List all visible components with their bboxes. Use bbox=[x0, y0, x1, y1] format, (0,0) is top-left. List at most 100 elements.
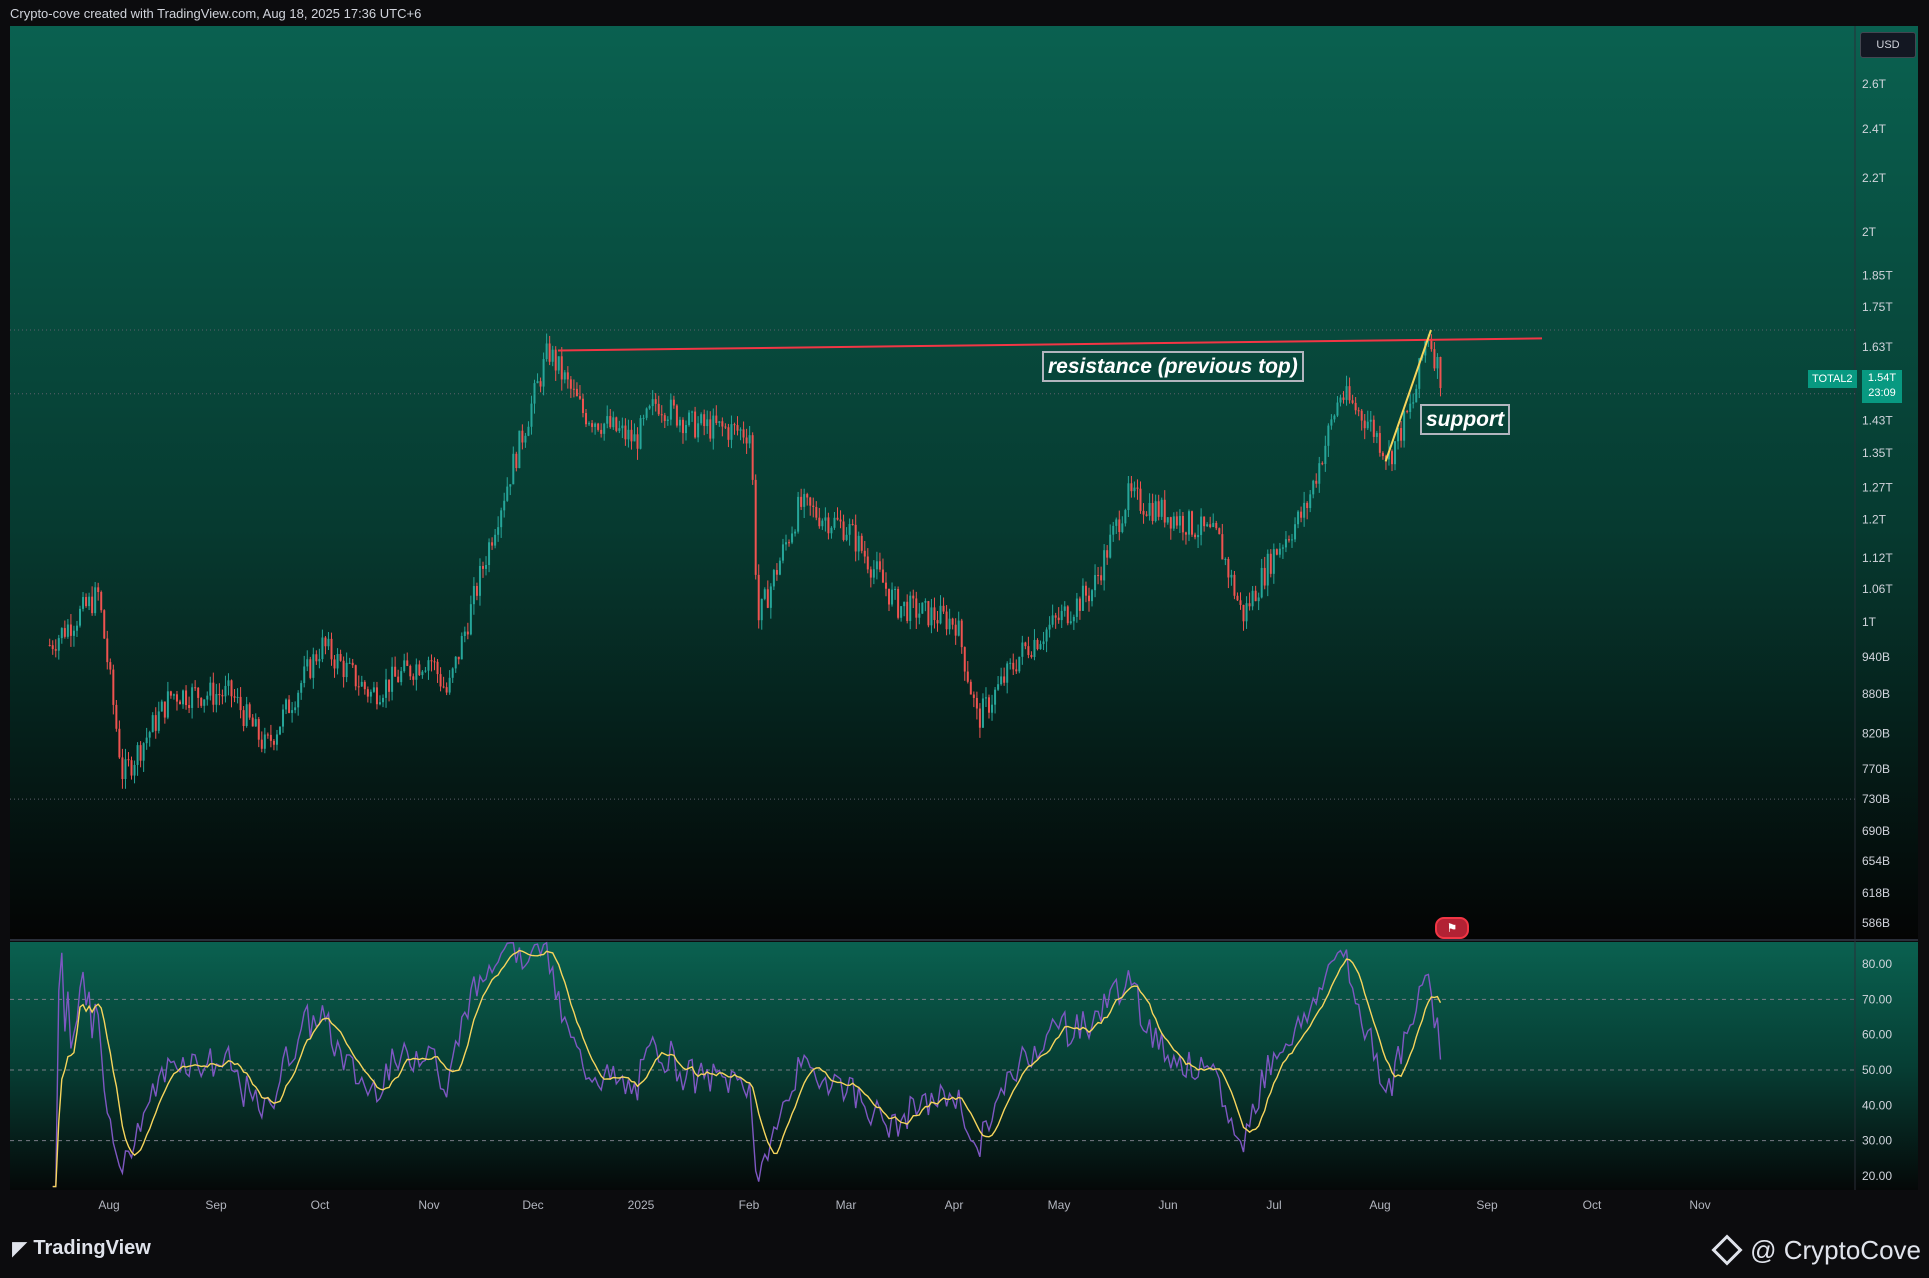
candle-body bbox=[1236, 595, 1239, 601]
candle-body bbox=[418, 664, 421, 676]
price-tick-label: 1.35T bbox=[1862, 446, 1893, 460]
candle-body bbox=[127, 759, 130, 761]
resistance-label[interactable]: resistance (previous top) bbox=[1042, 351, 1304, 382]
candle-body bbox=[878, 561, 881, 570]
candle-body bbox=[1242, 604, 1245, 622]
candle-body bbox=[1045, 629, 1048, 642]
candle-body bbox=[1318, 463, 1321, 484]
candle-body bbox=[1118, 519, 1121, 533]
support-label[interactable]: support bbox=[1420, 404, 1511, 435]
candle-body bbox=[478, 566, 481, 596]
candle-body bbox=[315, 654, 318, 662]
candle-body bbox=[1063, 606, 1066, 611]
candle-body bbox=[163, 701, 166, 718]
candle-body bbox=[294, 707, 297, 711]
time-tick-label: May bbox=[1048, 1198, 1071, 1212]
candle-body bbox=[351, 662, 354, 666]
candle-body bbox=[348, 662, 351, 664]
us-flag-event-icon[interactable]: ⚑ bbox=[1435, 917, 1469, 939]
candle-body bbox=[660, 414, 663, 416]
candle-body bbox=[175, 694, 178, 702]
candle-body bbox=[515, 453, 518, 469]
candle-body bbox=[103, 610, 106, 639]
candle-body bbox=[800, 496, 803, 507]
candle-body bbox=[1430, 339, 1433, 350]
candle-body bbox=[72, 630, 75, 636]
candle-body bbox=[118, 728, 121, 758]
candle-body bbox=[821, 520, 824, 527]
candle-body bbox=[621, 425, 624, 429]
candle-body bbox=[1336, 402, 1339, 416]
main-pane[interactable] bbox=[10, 26, 1918, 940]
time-tick-label: Dec bbox=[522, 1198, 543, 1212]
candle-body bbox=[106, 638, 109, 663]
candle-body bbox=[930, 607, 933, 626]
price-tick-label: 2.4T bbox=[1862, 122, 1887, 136]
price-tick-label: 1.43T bbox=[1862, 414, 1893, 428]
candle-body bbox=[1191, 511, 1194, 535]
time-tick-label: Jul bbox=[1266, 1198, 1281, 1212]
candle-body bbox=[312, 654, 315, 678]
candle-body bbox=[245, 704, 248, 727]
candle-body bbox=[454, 656, 457, 669]
candle-body bbox=[1357, 410, 1360, 412]
price-tick-label: 586B bbox=[1862, 916, 1890, 930]
price-tick-label: 2T bbox=[1862, 225, 1877, 239]
candle-body bbox=[624, 425, 627, 440]
candle-body bbox=[1200, 516, 1203, 535]
candle-body bbox=[197, 687, 200, 698]
candle-body bbox=[1254, 590, 1257, 602]
candle-body bbox=[1257, 597, 1260, 602]
time-tick-label: Aug bbox=[1369, 1198, 1390, 1212]
candle-body bbox=[1115, 519, 1118, 526]
candle-body bbox=[91, 596, 94, 614]
candle-body bbox=[1406, 411, 1409, 413]
candle-body bbox=[172, 694, 175, 696]
candle-body bbox=[866, 556, 869, 570]
candle-body bbox=[1033, 639, 1036, 657]
candle-body bbox=[427, 660, 430, 671]
currency-badge[interactable]: USD bbox=[1860, 32, 1916, 58]
candle-body bbox=[421, 671, 424, 676]
candle-body bbox=[630, 429, 633, 442]
candle-body bbox=[306, 659, 309, 667]
candle-body bbox=[603, 423, 606, 434]
candle-body bbox=[242, 710, 245, 727]
rsi-pane[interactable] bbox=[10, 942, 1918, 1190]
candle-body bbox=[1418, 358, 1421, 389]
candle-body bbox=[1303, 502, 1306, 518]
candle-body bbox=[297, 692, 300, 708]
candle-body bbox=[1160, 499, 1163, 517]
candle-body bbox=[509, 484, 512, 487]
candle-body bbox=[1081, 585, 1084, 611]
candle-body bbox=[888, 588, 891, 605]
candle-body bbox=[1194, 534, 1197, 538]
candle-body bbox=[1275, 549, 1278, 555]
candle-body bbox=[221, 695, 224, 697]
candle-body bbox=[1339, 397, 1342, 403]
candle-body bbox=[797, 496, 800, 532]
candle-body bbox=[154, 715, 157, 731]
candle-body bbox=[1039, 644, 1042, 650]
candle-body bbox=[872, 569, 875, 578]
candle-body bbox=[563, 372, 566, 380]
candle-body bbox=[1197, 534, 1200, 538]
price-tick-label: 2.6T bbox=[1862, 77, 1887, 91]
candle-body bbox=[388, 679, 391, 692]
candle-body bbox=[309, 659, 312, 678]
candle-body bbox=[472, 586, 475, 605]
candle-body bbox=[1169, 517, 1172, 529]
candle-body bbox=[433, 661, 436, 663]
candle-body bbox=[894, 588, 897, 590]
candle-body bbox=[1181, 515, 1184, 533]
candle-body bbox=[597, 423, 600, 430]
candle-body bbox=[1278, 548, 1281, 555]
candle-body bbox=[972, 694, 975, 698]
candle-body bbox=[1042, 641, 1045, 645]
candle-body bbox=[675, 405, 678, 426]
candle-body bbox=[1245, 603, 1248, 622]
candle-body bbox=[178, 701, 181, 705]
price-tick-label: 1.12T bbox=[1862, 551, 1893, 565]
candle-body bbox=[394, 666, 397, 677]
